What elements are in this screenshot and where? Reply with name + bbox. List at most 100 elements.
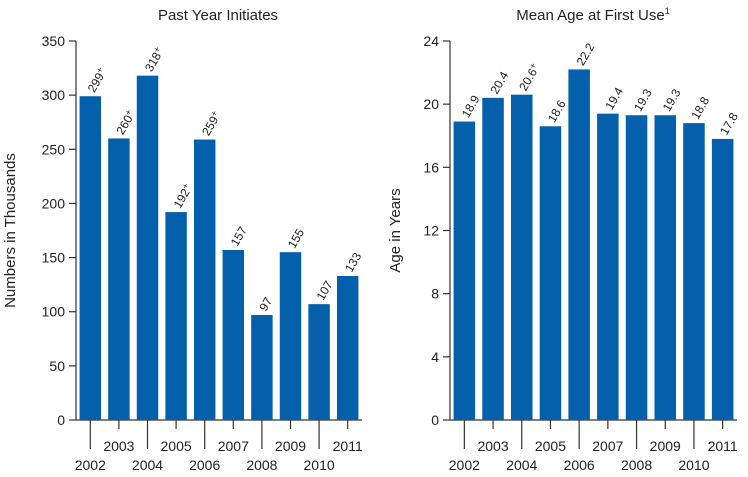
chart1-data-label-value: 318 xyxy=(142,50,164,75)
chart1-x-tick-label: 2011 xyxy=(333,438,363,454)
chart2-data-label-value: 20.6 xyxy=(516,66,540,94)
chart1-title-text: Past Year Initiates xyxy=(158,7,278,24)
chart1-bar xyxy=(336,275,359,420)
chart2-title-superscript: 1 xyxy=(665,6,670,16)
chart1-data-label-value: 97 xyxy=(256,295,275,314)
chart2-data-label-value: 19.3 xyxy=(631,86,655,114)
chart2-data-label-value: 18.9 xyxy=(459,93,483,121)
chart1-x-tick-label: 2004 xyxy=(132,457,163,473)
chart2-data-label-mark: + xyxy=(527,61,538,71)
chart2-title: Mean Age at First Use1 xyxy=(516,6,669,24)
chart1-data-label-value: 192 xyxy=(171,186,193,211)
chart2-y-axis-label: Age in Years xyxy=(387,188,404,272)
chart1-x-tick-label: 2005 xyxy=(161,438,192,454)
chart2-data-label: 22.2 xyxy=(574,40,598,68)
chart2-y-tick-label: 0 xyxy=(431,412,439,428)
chart1-x-tick-label: 2003 xyxy=(103,438,134,454)
chart2-data-label: 19.3 xyxy=(631,86,655,114)
chart1-data-label-value: 133 xyxy=(342,250,364,275)
chart2-data-label-value: 19.3 xyxy=(660,86,684,114)
chart2-bar xyxy=(453,121,476,420)
chart1-bar xyxy=(222,249,245,420)
chart1-data-label-value: 157 xyxy=(228,224,250,249)
chart1-x-tick-label: 2007 xyxy=(218,438,249,454)
chart1-data-label: 299+ xyxy=(84,65,110,94)
chart2-x-tick-label: 2008 xyxy=(621,457,652,473)
chart1-bar xyxy=(251,314,273,420)
chart2-y-tick-label: 8 xyxy=(431,286,439,302)
chart2-x-tick-label: 2010 xyxy=(678,457,709,473)
chart2-bar xyxy=(568,69,590,421)
chart2-y-tick-label: 24 xyxy=(423,33,439,49)
chart2-data-label: 20.4 xyxy=(488,69,512,97)
chart2-data-label: 20.6+ xyxy=(515,61,542,93)
chart1-data-label-mark: + xyxy=(123,108,134,118)
chart1-y-tick-label: 50 xyxy=(49,358,65,374)
chart1-bar xyxy=(108,138,130,420)
chart1-data-label: 133 xyxy=(342,250,364,275)
chart2-data-label: 19.4 xyxy=(602,85,626,113)
chart2-x-tick-label: 2003 xyxy=(477,438,508,454)
chart1-x-tick-label: 2010 xyxy=(304,457,335,473)
chart1-x-tick-label: 2002 xyxy=(75,457,106,473)
chart1-bar xyxy=(136,75,159,420)
chart1-data-label-mark: + xyxy=(180,181,191,191)
chart1-bar xyxy=(308,304,330,420)
chart1-bar xyxy=(79,96,102,421)
chart2-title-text: Mean Age at First Use xyxy=(516,7,664,24)
chart1-y-axis-label: Numbers in Thousands xyxy=(2,153,19,308)
chart2-data-label: 17.8 xyxy=(717,110,741,138)
chart1-title: Past Year Initiates xyxy=(158,7,278,24)
chart1-data-label: 259+ xyxy=(198,109,224,138)
chart2-x-tick-label: 2009 xyxy=(650,438,681,454)
chart2-bar xyxy=(597,113,619,421)
chart2-x-tick-label: 2002 xyxy=(449,457,480,473)
chart1-bar xyxy=(279,252,302,420)
chart2-data-label: 18.8 xyxy=(688,94,712,122)
chart1-data-label: 97 xyxy=(256,295,275,314)
chart1-y-tick-label: 200 xyxy=(42,195,66,211)
chart1-y-tick-label: 350 xyxy=(42,33,66,49)
chart2-x-tick-label: 2004 xyxy=(506,457,537,473)
chart1-data-label-mark: + xyxy=(151,45,162,55)
chart2-data-label: 19.3 xyxy=(660,86,684,114)
chart1-bar xyxy=(193,139,216,421)
chart1-data-label-mark: + xyxy=(208,109,219,119)
chart2-data-label: 18.9 xyxy=(459,93,483,121)
chart1-data-label-value: 155 xyxy=(285,226,307,251)
chart1-bar xyxy=(165,212,187,420)
chart2-x-tick-label: 2007 xyxy=(592,438,623,454)
chart2-data-label-value: 20.4 xyxy=(488,69,512,97)
chart1-y-tick-label: 100 xyxy=(42,304,66,320)
chart1-data-label: 155 xyxy=(285,226,307,251)
chart2-x-tick-label: 2011 xyxy=(708,438,738,454)
chart1-data-label-value: 260 xyxy=(113,112,135,137)
chart2-y-tick-label: 16 xyxy=(423,159,439,175)
chart1-x-tick-label: 2006 xyxy=(189,457,220,473)
chart1-y-tick-label: 250 xyxy=(42,141,66,157)
chart2-bar xyxy=(683,123,705,420)
chart2-data-label-value: 18.6 xyxy=(545,97,569,125)
chart1-x-tick-label: 2008 xyxy=(246,457,277,473)
chart2-data-label-value: 19.4 xyxy=(602,85,626,113)
chart1-y-tick-label: 300 xyxy=(42,87,66,103)
chart2-bar xyxy=(482,97,504,420)
chart2-bar xyxy=(539,126,562,421)
chart2-data-label-value: 18.8 xyxy=(688,94,712,122)
chart2-bar xyxy=(711,138,734,421)
chart1-data-label: 157 xyxy=(228,224,250,249)
chart1-data-label: 260+ xyxy=(113,108,139,137)
chart1-data-label-mark: + xyxy=(94,65,105,75)
chart1-data-label: 192+ xyxy=(170,181,196,210)
chart2-y-tick-label: 12 xyxy=(423,223,439,239)
chart2-data-label-value: 17.8 xyxy=(717,110,741,138)
chart1-x-tick-label: 2009 xyxy=(275,438,306,454)
chart1-data-label-value: 107 xyxy=(314,278,336,303)
chart1-y-tick-label: 0 xyxy=(57,412,65,428)
chart2-bar xyxy=(654,115,677,421)
chart1-data-label: 318+ xyxy=(141,45,167,74)
chart2-y-tick-label: 4 xyxy=(431,349,439,365)
chart1-y-tick-label: 150 xyxy=(42,250,66,266)
